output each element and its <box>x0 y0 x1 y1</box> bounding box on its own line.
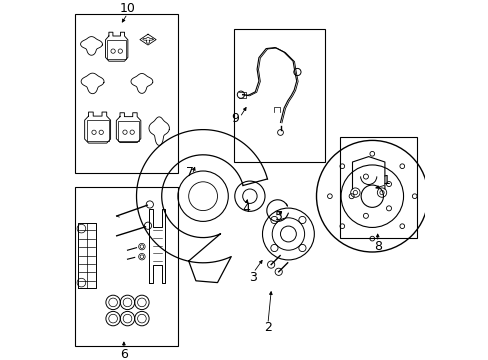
Bar <box>86 120 108 141</box>
Bar <box>118 121 139 141</box>
Bar <box>107 40 126 59</box>
Bar <box>233 29 325 162</box>
Bar <box>75 187 178 346</box>
Bar <box>339 137 416 238</box>
Text: 5: 5 <box>274 210 282 222</box>
Text: 4: 4 <box>242 202 250 215</box>
Text: 1: 1 <box>382 174 390 186</box>
Text: 2: 2 <box>264 321 271 334</box>
Text: 10: 10 <box>120 3 135 15</box>
Text: 3: 3 <box>249 271 257 284</box>
Bar <box>75 14 178 173</box>
Text: 7: 7 <box>186 166 194 179</box>
Text: 8: 8 <box>373 240 381 253</box>
Text: 9: 9 <box>231 112 239 125</box>
Text: 6: 6 <box>120 348 127 360</box>
